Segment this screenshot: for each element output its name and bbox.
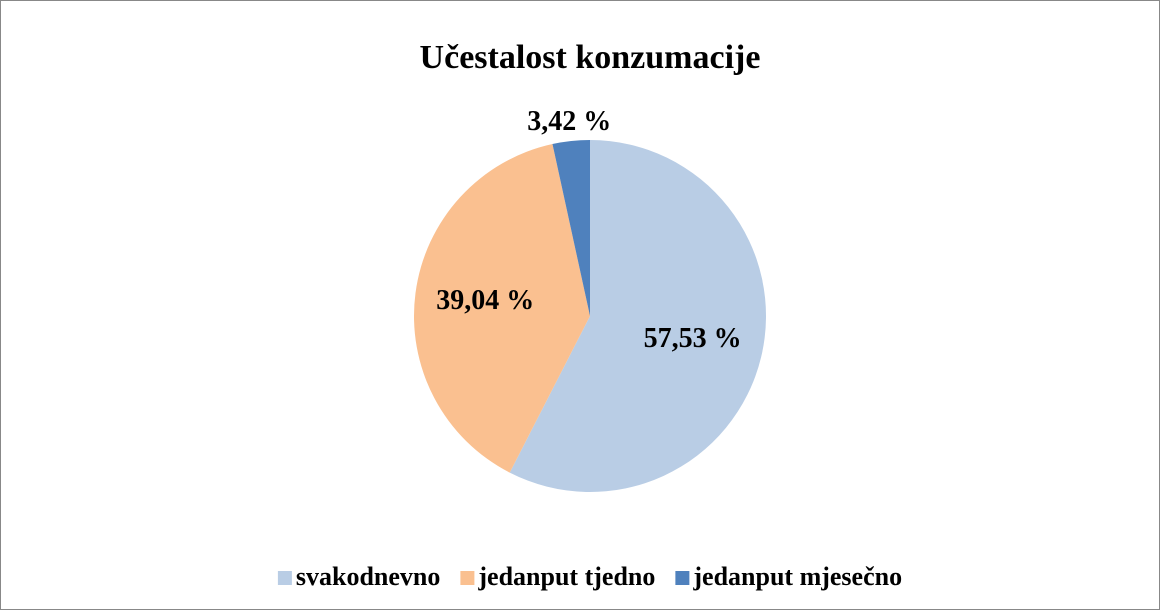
legend-swatch: [675, 571, 690, 585]
data-label: 57,53 %: [644, 323, 742, 354]
pie-slice: [509, 140, 766, 492]
legend-swatch: [460, 571, 475, 585]
pie-slice: [414, 144, 590, 473]
legend-label: jedanput mjesečno: [692, 562, 902, 591]
legend-label: jedanput tjedno: [477, 562, 655, 591]
legend-label: svakodnevno: [296, 562, 441, 591]
data-label: 39,04 %: [436, 285, 534, 316]
legend-swatch: [277, 571, 292, 585]
chart-title: Učestalost konzumacije: [420, 39, 761, 76]
pie-slice: [552, 140, 590, 316]
data-label: 3,42 %: [527, 106, 611, 137]
